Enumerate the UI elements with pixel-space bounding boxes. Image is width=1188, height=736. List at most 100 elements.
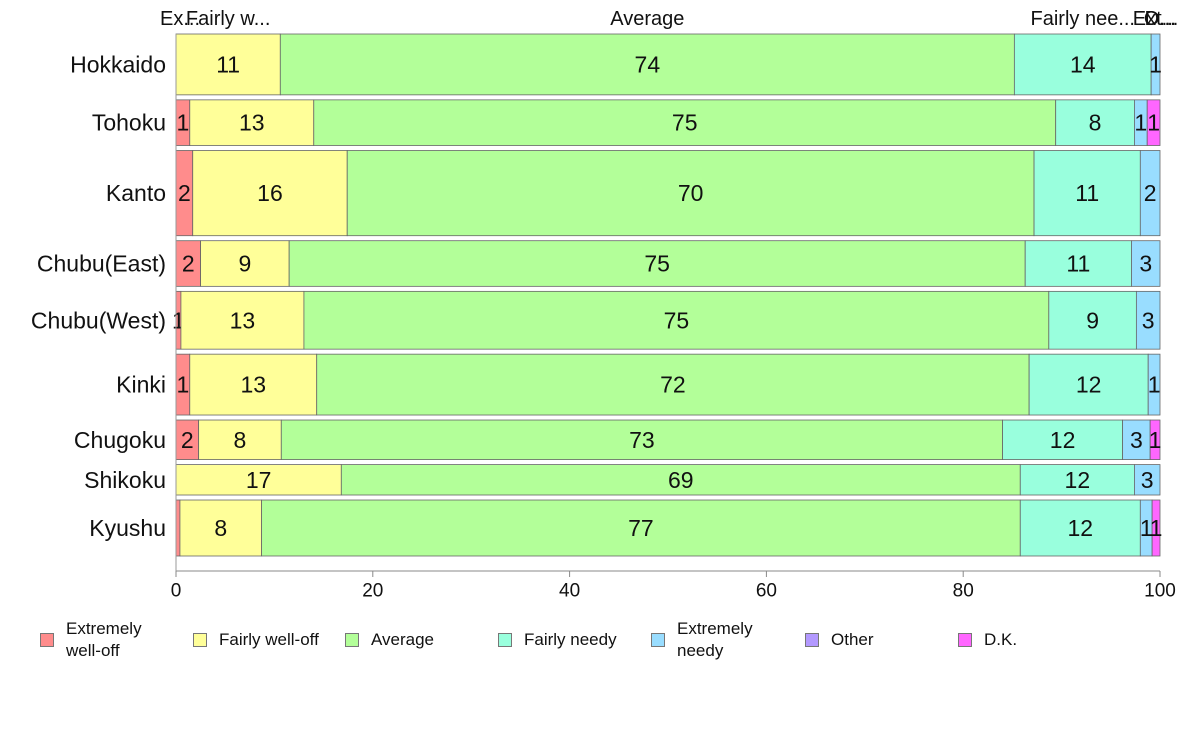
data-label: 3 xyxy=(1130,427,1143,453)
bar-segment xyxy=(1024,240,1132,287)
data-label: 75 xyxy=(672,110,698,136)
bar-segment xyxy=(180,290,305,350)
bar-segment xyxy=(1150,33,1161,96)
bar-segment xyxy=(189,99,315,146)
legend-item: Fairly well-off xyxy=(193,618,319,662)
legend-item: Average xyxy=(345,618,434,662)
x-tick-label: 40 xyxy=(559,581,580,602)
legend-label: Fairly well-off xyxy=(219,630,319,649)
x-tick-label: 80 xyxy=(953,581,974,602)
data-label: 72 xyxy=(660,372,686,398)
data-label: 11 xyxy=(1066,251,1090,277)
data-label: 2 xyxy=(1144,180,1157,206)
bar-segment xyxy=(198,419,282,460)
stacked-bar-chart: Ex...Fairly w... Average Fairly nee...Ext.… xyxy=(31,8,1179,602)
bar-segment xyxy=(1151,499,1161,557)
data-label: 75 xyxy=(644,251,670,277)
bar-segment xyxy=(303,290,1050,350)
bar-segment xyxy=(316,353,1030,416)
legend-item: Fairly needy xyxy=(498,618,617,662)
data-label: 13 xyxy=(230,307,256,333)
data-label: 1 xyxy=(1148,372,1161,398)
data-label: 2 xyxy=(181,427,194,453)
bar-segment xyxy=(1135,290,1161,350)
data-label: 12 xyxy=(1076,372,1102,398)
bar-segment xyxy=(179,499,263,557)
top-label: D... xyxy=(1144,8,1175,30)
data-label: 9 xyxy=(1086,307,1099,333)
data-label: 13 xyxy=(240,372,266,398)
data-label: 3 xyxy=(1141,467,1154,493)
bar-segment xyxy=(192,150,348,237)
category-label: Kyushu xyxy=(89,515,166,541)
data-label: 8 xyxy=(234,427,247,453)
x-tick-label: 0 xyxy=(171,581,182,602)
data-label: 3 xyxy=(1142,307,1155,333)
x-tick-label: 20 xyxy=(362,581,383,602)
bar-segment xyxy=(1146,99,1161,146)
legend-label: Average xyxy=(371,630,435,649)
data-label: 12 xyxy=(1065,467,1091,493)
legend-item: Other xyxy=(805,618,874,662)
data-label: 12 xyxy=(1050,427,1076,453)
data-label: 1 xyxy=(1149,427,1162,453)
legend-swatch xyxy=(193,633,207,647)
bar-segment xyxy=(1122,419,1151,460)
legend-item: Extremely needy xyxy=(651,618,753,662)
top-label: Fairly w... xyxy=(186,8,270,30)
data-label: 9 xyxy=(238,251,251,277)
bar-segment xyxy=(279,33,1015,96)
top-label: Average xyxy=(610,8,684,30)
data-label: 17 xyxy=(246,467,272,493)
legend-swatch xyxy=(345,633,359,647)
top-label: Ext... xyxy=(1133,8,1179,30)
bar-segment xyxy=(175,33,281,96)
data-label: 8 xyxy=(214,515,227,541)
bar-segment xyxy=(1147,353,1161,416)
legend-item: D.K. xyxy=(958,618,1017,662)
bar-segment xyxy=(1055,99,1135,146)
bar-segment xyxy=(340,464,1021,496)
category-label: Chugoku xyxy=(74,427,166,453)
data-label: 73 xyxy=(629,427,655,453)
bar-segment xyxy=(1048,290,1137,350)
data-label: 1 xyxy=(1134,110,1147,136)
data-label: 1 xyxy=(1150,515,1163,541)
data-label: 75 xyxy=(664,307,690,333)
legend-swatch xyxy=(651,633,665,647)
x-tick-label: 100 xyxy=(1144,581,1176,602)
data-label: 1 xyxy=(1147,110,1160,136)
legend-label: D.K. xyxy=(984,630,1018,649)
data-label: 14 xyxy=(1070,51,1096,77)
legend-swatch xyxy=(40,633,54,647)
bar-segment xyxy=(1149,419,1161,460)
data-label: 12 xyxy=(1067,515,1093,541)
bar-segment xyxy=(175,499,181,557)
bar-segment xyxy=(346,150,1035,237)
category-label: Hokkaido xyxy=(70,51,166,77)
bar-segment xyxy=(175,464,342,496)
bar-segment xyxy=(1033,150,1141,237)
data-label: 1 xyxy=(1140,515,1153,541)
data-label: 2 xyxy=(182,251,195,277)
bar-segment xyxy=(1134,464,1161,496)
bar-segment xyxy=(280,419,1003,460)
legend-label: Fairly needy xyxy=(524,630,617,649)
legend-label: Extremely well-off xyxy=(66,619,142,660)
legend-item: Extremely well-off xyxy=(40,618,142,662)
bar-segment xyxy=(1013,33,1152,96)
bar-segment xyxy=(261,499,1021,557)
bar-segment xyxy=(189,353,318,416)
data-label: 77 xyxy=(628,515,654,541)
category-label: Kanto xyxy=(106,180,166,206)
data-label: 11 xyxy=(1075,180,1099,206)
data-label: 2 xyxy=(178,180,191,206)
legend-label: Extremely needy xyxy=(677,619,753,660)
data-label: 74 xyxy=(635,51,661,77)
data-label: 16 xyxy=(257,180,283,206)
top-label: Fairly nee... xyxy=(1031,8,1135,30)
x-tick-label: 60 xyxy=(756,581,777,602)
legend-swatch xyxy=(498,633,512,647)
data-label: 1 xyxy=(176,372,189,398)
legend-swatch xyxy=(958,633,972,647)
